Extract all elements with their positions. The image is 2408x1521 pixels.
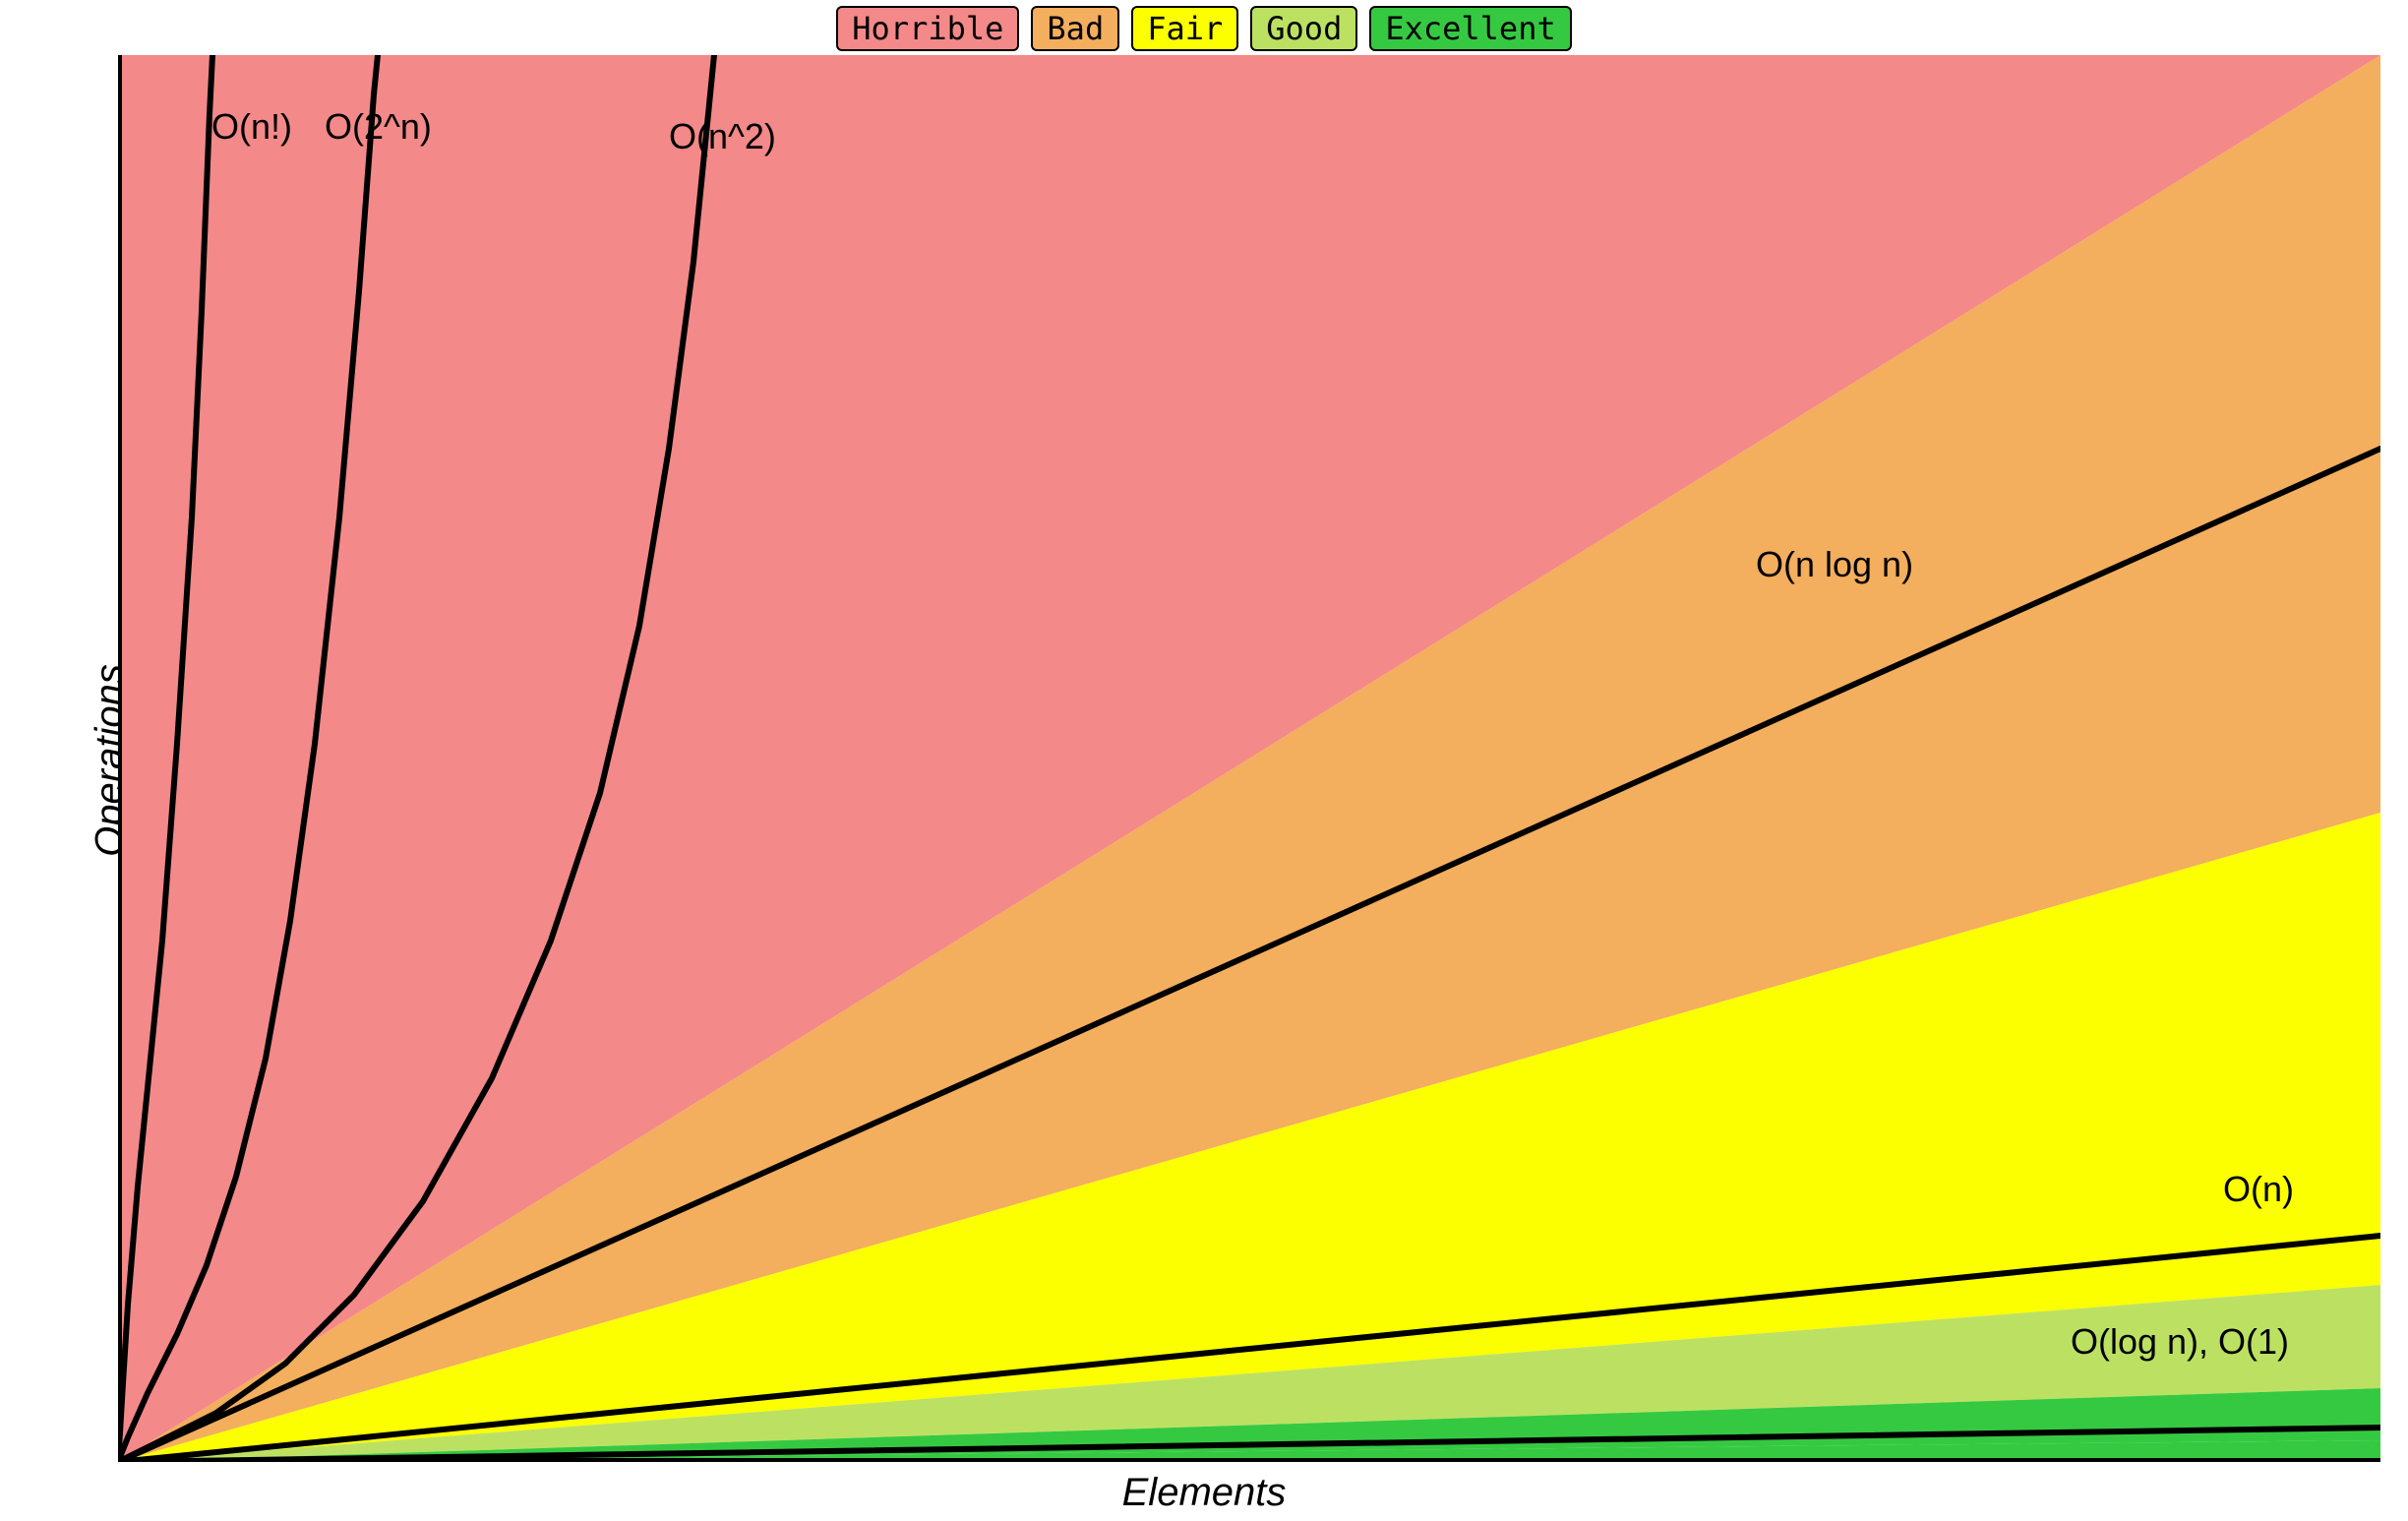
curve-label-linear: O(n) xyxy=(2223,1169,2294,1209)
curve-label-nlogn: O(n log n) xyxy=(1756,544,1913,584)
x-axis-label: Elements xyxy=(0,1471,2408,1515)
legend-item-horrible: Horrible xyxy=(836,6,1019,51)
complexity-regions xyxy=(118,55,2380,1462)
legend: Horrible Bad Fair Good Excellent xyxy=(0,6,2408,51)
curve-label-log_constant: O(log n), O(1) xyxy=(2071,1321,2289,1362)
legend-item-excellent: Excellent xyxy=(1369,6,1571,51)
plot-area: O(n!) O(2^n) O(n^2) O(n log n) O(n) O(log n),… xyxy=(118,55,2380,1462)
legend-item-good: Good xyxy=(1250,6,1357,51)
curve-label-exponential: O(2^n) xyxy=(325,106,432,147)
curve-label-factorial: O(n!) xyxy=(211,106,292,147)
curve-label-quadratic: O(n^2) xyxy=(669,116,776,156)
bigo-chart: HorribleBadFairGoodExcellent Operations … xyxy=(0,0,2408,1521)
legend-item-bad: Bad xyxy=(1031,6,1119,51)
legend-item-fair: Fair xyxy=(1131,6,1238,51)
